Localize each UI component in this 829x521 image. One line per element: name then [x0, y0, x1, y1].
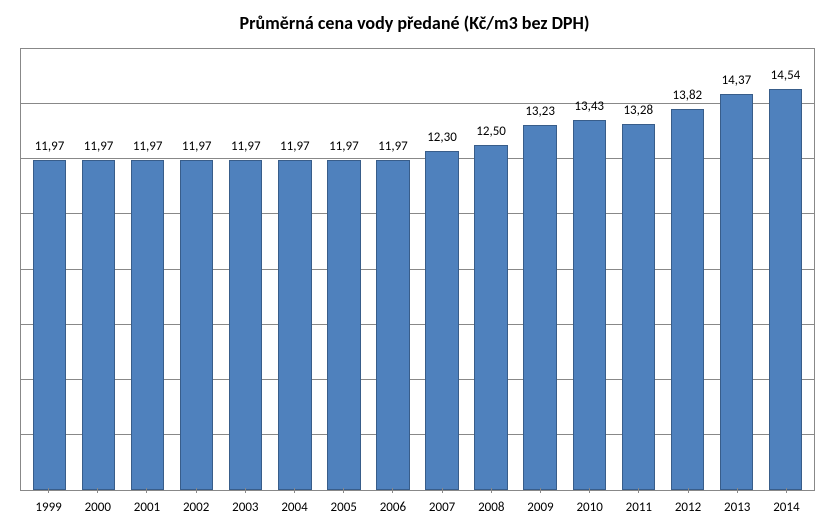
x-axis-label: 2013 — [713, 500, 762, 515]
bar-slot: 14,54 — [761, 49, 810, 490]
bar-value-label: 13,82 — [673, 88, 703, 103]
x-axis-label: 2009 — [516, 500, 565, 515]
bar-value-label: 14,37 — [722, 73, 752, 88]
bar-slot: 11,97 — [319, 49, 368, 490]
bar-slot: 11,97 — [368, 49, 417, 490]
bar — [180, 160, 213, 490]
x-axis-label: 2005 — [319, 500, 368, 515]
bar-slot: 12,50 — [467, 49, 516, 490]
bar-value-label: 11,97 — [378, 139, 408, 154]
x-axis-label: 2004 — [270, 500, 319, 515]
bar-slot: 11,97 — [221, 49, 270, 490]
bar-value-label: 13,43 — [574, 99, 604, 114]
x-axis-label: 2002 — [172, 500, 221, 515]
bar-slot: 11,97 — [25, 49, 74, 490]
bar-value-label: 11,97 — [329, 139, 359, 154]
chart-container: Průměrná cena vody předané (Kč/m3 bez DP… — [0, 0, 829, 521]
bar — [523, 125, 556, 490]
chart-title: Průměrná cena vody předané (Kč/m3 bez DP… — [0, 12, 829, 34]
bar — [229, 160, 262, 490]
bar-value-label: 11,97 — [84, 139, 114, 154]
bar — [769, 89, 802, 490]
bar-value-label: 11,97 — [231, 139, 261, 154]
bar-slot: 14,37 — [712, 49, 761, 490]
bar — [33, 160, 66, 490]
plot-area: 11,97 11,97 11,97 11,97 11,97 11,97 11,97 11,97… — [20, 48, 815, 491]
bars-wrap: 11,97 11,97 11,97 11,97 11,97 11,97 11,97 11,97… — [21, 49, 814, 490]
bar-value-label: 12,30 — [427, 130, 457, 145]
bar — [131, 160, 164, 490]
x-axis-label: 2011 — [614, 500, 663, 515]
x-axis-label: 2010 — [565, 500, 614, 515]
x-axis-label: 1999 — [24, 500, 73, 515]
x-axis-label: 2008 — [467, 500, 516, 515]
bar-slot: 12,30 — [418, 49, 467, 490]
x-axis-label: 2007 — [418, 500, 467, 515]
bar-slot: 13,23 — [516, 49, 565, 490]
x-axis-label: 2000 — [73, 500, 122, 515]
bar-value-label: 11,97 — [133, 139, 163, 154]
bar-slot: 11,97 — [172, 49, 221, 490]
x-axis-label: 2001 — [122, 500, 171, 515]
bar — [82, 160, 115, 490]
bar — [474, 145, 507, 490]
bar-slot: 11,97 — [74, 49, 123, 490]
bar-slot: 11,97 — [123, 49, 172, 490]
bar — [671, 109, 704, 490]
bar-slot: 13,82 — [663, 49, 712, 490]
x-axis: 1999200020012002200320042005200620072008… — [20, 500, 815, 515]
bar-value-label: 12,50 — [476, 124, 506, 139]
bar-slot: 13,43 — [565, 49, 614, 490]
bar-value-label: 11,97 — [280, 139, 310, 154]
bar — [720, 94, 753, 490]
bar — [573, 120, 606, 490]
bar — [622, 124, 655, 490]
bar-value-label: 14,54 — [771, 68, 801, 83]
bar — [327, 160, 360, 490]
bar — [425, 151, 458, 490]
x-axis-label: 2012 — [663, 500, 712, 515]
bar-value-label: 11,97 — [182, 139, 212, 154]
bar-slot: 11,97 — [270, 49, 319, 490]
x-axis-label: 2006 — [368, 500, 417, 515]
bar-value-label: 13,28 — [623, 103, 653, 118]
x-axis-label: 2014 — [762, 500, 811, 515]
x-axis-label: 2003 — [221, 500, 270, 515]
bar — [376, 160, 409, 490]
bar — [278, 160, 311, 490]
bar-value-label: 13,23 — [525, 104, 555, 119]
bar-value-label: 11,97 — [35, 139, 65, 154]
bar-slot: 13,28 — [614, 49, 663, 490]
